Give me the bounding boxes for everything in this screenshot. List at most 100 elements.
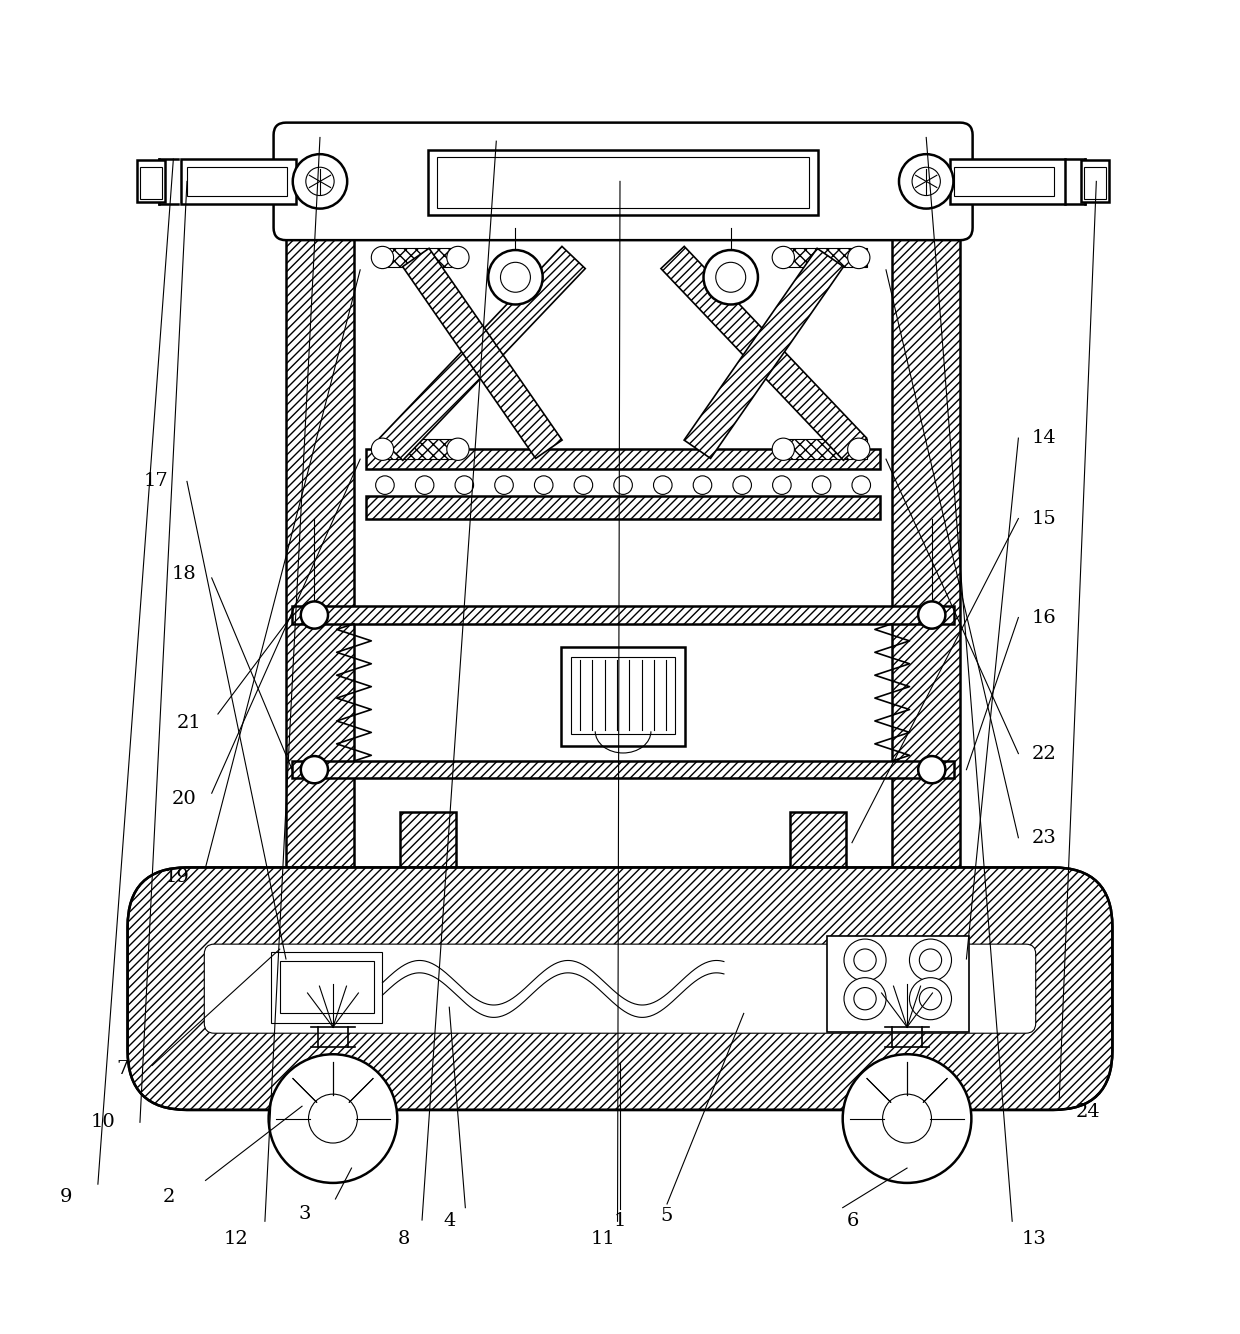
Text: 13: 13	[1022, 1230, 1047, 1247]
Text: 5: 5	[661, 1207, 673, 1226]
Circle shape	[495, 476, 513, 495]
Bar	[293, 137, 954, 148]
Circle shape	[703, 249, 758, 304]
Text: 10: 10	[91, 1114, 115, 1131]
Text: 8: 8	[397, 1230, 409, 1247]
Circle shape	[306, 167, 334, 196]
Circle shape	[848, 438, 870, 460]
Bar	[787, 439, 868, 459]
Circle shape	[301, 756, 329, 783]
Polygon shape	[379, 247, 585, 460]
Bar	[187, 167, 288, 196]
Bar	[1081, 160, 1109, 203]
Polygon shape	[684, 248, 843, 459]
Circle shape	[371, 247, 393, 268]
Bar	[401, 812, 456, 874]
Bar	[138, 160, 165, 203]
Bar	[562, 647, 684, 746]
Circle shape	[909, 939, 951, 980]
FancyBboxPatch shape	[128, 867, 1112, 1110]
Bar	[293, 760, 954, 778]
Circle shape	[653, 476, 672, 495]
Bar	[366, 450, 880, 470]
Text: 18: 18	[172, 566, 197, 583]
Circle shape	[614, 476, 632, 495]
Text: 2: 2	[162, 1187, 175, 1206]
Circle shape	[899, 155, 954, 208]
Text: 3: 3	[299, 1205, 311, 1223]
Circle shape	[446, 247, 469, 268]
Circle shape	[733, 476, 751, 495]
Circle shape	[844, 978, 887, 1019]
Circle shape	[293, 155, 347, 208]
Circle shape	[909, 978, 951, 1019]
Circle shape	[883, 1094, 931, 1143]
Circle shape	[812, 476, 831, 495]
Bar	[436, 157, 810, 208]
Text: 1: 1	[614, 1213, 626, 1230]
Circle shape	[919, 987, 941, 1010]
FancyBboxPatch shape	[205, 944, 1035, 1034]
Circle shape	[918, 756, 945, 783]
Circle shape	[773, 247, 795, 268]
Text: 7: 7	[117, 1061, 129, 1078]
Circle shape	[913, 167, 940, 196]
Circle shape	[693, 476, 712, 495]
Circle shape	[301, 602, 329, 628]
Circle shape	[309, 1094, 357, 1143]
Text: 4: 4	[443, 1213, 455, 1230]
Circle shape	[501, 263, 531, 292]
Circle shape	[854, 948, 877, 971]
Circle shape	[269, 1054, 397, 1183]
Circle shape	[854, 987, 877, 1010]
Circle shape	[371, 438, 393, 460]
Circle shape	[848, 247, 870, 268]
Bar	[428, 149, 818, 215]
Circle shape	[918, 602, 945, 628]
Text: 16: 16	[1032, 608, 1056, 627]
Polygon shape	[403, 248, 562, 459]
Circle shape	[534, 476, 553, 495]
Circle shape	[574, 476, 593, 495]
Text: 15: 15	[1032, 510, 1056, 527]
Bar	[272, 951, 382, 1023]
Text: 9: 9	[60, 1187, 72, 1206]
Text: 20: 20	[172, 790, 197, 808]
Circle shape	[455, 476, 474, 495]
Bar	[790, 812, 846, 874]
Bar	[286, 179, 353, 1026]
FancyBboxPatch shape	[274, 123, 972, 240]
Bar	[787, 248, 868, 267]
Circle shape	[844, 939, 887, 980]
Circle shape	[376, 476, 394, 495]
Bar	[378, 439, 459, 459]
Text: 6: 6	[847, 1213, 859, 1230]
Circle shape	[489, 249, 543, 304]
Circle shape	[919, 948, 941, 971]
Circle shape	[446, 438, 469, 460]
Bar	[1084, 167, 1106, 199]
Bar	[954, 167, 1054, 196]
Text: 12: 12	[224, 1230, 249, 1247]
Text: 21: 21	[177, 714, 202, 731]
Bar	[181, 159, 296, 204]
Text: 17: 17	[144, 472, 169, 491]
Bar	[366, 496, 880, 519]
Circle shape	[773, 476, 791, 495]
Text: 24: 24	[1075, 1103, 1100, 1122]
Bar	[280, 962, 373, 1014]
Bar	[378, 248, 459, 267]
Circle shape	[773, 438, 795, 460]
Text: 11: 11	[590, 1230, 615, 1247]
Circle shape	[415, 476, 434, 495]
Polygon shape	[661, 247, 867, 460]
Bar	[293, 607, 954, 624]
Bar	[827, 936, 968, 1033]
Text: 23: 23	[1032, 828, 1056, 847]
Text: 19: 19	[165, 868, 190, 886]
Text: 14: 14	[1032, 430, 1056, 447]
Bar	[950, 159, 1065, 204]
Bar	[140, 167, 162, 199]
Circle shape	[852, 476, 870, 495]
Bar	[572, 658, 675, 734]
